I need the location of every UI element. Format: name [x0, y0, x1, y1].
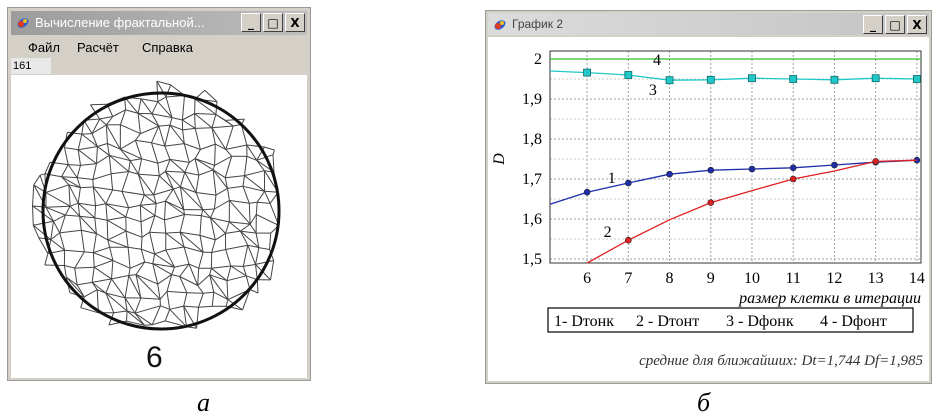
y-tick-label: 1,9 — [522, 91, 542, 108]
x-tick-label: 7 — [624, 270, 632, 287]
fractal-window-titlebar[interactable]: Вычисление фрактальной... _ □ X — [11, 11, 307, 35]
x-tick-label: 8 — [666, 270, 674, 287]
y-axis-label: D — [491, 153, 508, 166]
close-button[interactable]: X — [907, 15, 927, 34]
data-point — [584, 69, 591, 76]
series-annotation: 4 — [653, 52, 661, 69]
legend-entry: 3 - Dфонк — [726, 313, 794, 330]
data-point — [790, 176, 796, 182]
y-tick-label: 1,5 — [522, 251, 542, 268]
window-title: Вычисление фрактальной... — [35, 15, 205, 30]
data-point — [748, 75, 755, 82]
maximize-button[interactable]: □ — [263, 13, 283, 32]
legend-entry: 1- Dтонк — [554, 313, 614, 330]
legend-entry: 2 - Dтонт — [636, 313, 699, 330]
fractal-window: Вычисление фрактальной... _ □ X Файл Рас… — [7, 7, 311, 381]
legend-entry: 4 - Dфонт — [820, 313, 887, 330]
data-point — [831, 162, 837, 168]
window-title: График 2 — [512, 17, 563, 31]
y-tick-label: 1,7 — [522, 171, 542, 188]
menu-help[interactable]: Справка — [142, 40, 193, 55]
data-point — [625, 237, 631, 243]
menu-bar: Файл Расчёт Справка — [11, 37, 307, 57]
x-axis-label: размер клетки в итерации — [738, 290, 921, 307]
boundary-circle — [43, 93, 279, 329]
data-point — [625, 72, 632, 79]
data-point — [790, 165, 796, 171]
graph-window-titlebar[interactable]: График 2 _ □ X — [488, 13, 929, 35]
data-point — [708, 167, 714, 173]
minimize-button[interactable]: _ — [241, 13, 261, 32]
x-tick-label: 9 — [707, 270, 715, 287]
app-icon — [15, 15, 31, 31]
series-annotation: 3 — [649, 82, 657, 99]
x-tick-label: 14 — [909, 270, 925, 287]
x-tick-label: 10 — [744, 270, 760, 287]
cell-image: 6 — [11, 75, 307, 378]
data-point — [749, 166, 755, 172]
data-point — [625, 180, 631, 186]
count-field: 161 — [11, 58, 51, 74]
y-tick-label: 2 — [534, 51, 542, 68]
series-line-3 — [550, 71, 917, 80]
x-tick-label: 13 — [868, 270, 884, 287]
data-point — [872, 75, 879, 82]
caption-b: б — [697, 388, 710, 418]
image-canvas: 6 — [11, 75, 307, 378]
data-point — [708, 200, 714, 206]
x-tick-label: 6 — [583, 270, 591, 287]
maximize-button[interactable]: □ — [885, 15, 905, 34]
sample-label: 6 — [146, 341, 163, 374]
data-point — [790, 76, 797, 83]
series-line-1 — [550, 160, 917, 204]
y-tick-label: 1,6 — [522, 211, 542, 228]
close-button[interactable]: X — [285, 13, 305, 32]
x-tick-label: 11 — [786, 270, 801, 287]
data-point — [666, 77, 673, 84]
footer-averages: средние для ближайших: Dt=1,744 Df=1,985 — [639, 353, 923, 369]
y-tick-label: 1,8 — [522, 131, 542, 148]
data-point — [667, 171, 673, 177]
data-point — [584, 189, 590, 195]
legend: 1- Dтонк 2 - Dтонт 3 - Dфонк 4 - Dфонт — [548, 308, 913, 332]
menu-file[interactable]: Файл — [28, 40, 60, 55]
data-point — [831, 76, 838, 83]
menu-calc[interactable]: Расчёт — [77, 40, 119, 55]
app-icon — [492, 17, 508, 33]
minimize-button[interactable]: _ — [863, 15, 883, 34]
data-point — [913, 76, 920, 83]
data-point — [873, 158, 879, 164]
caption-a: а — [197, 388, 210, 418]
series-annotation: 2 — [604, 224, 612, 241]
x-tick-label: 12 — [826, 270, 842, 287]
series-annotation: 1 — [608, 170, 616, 187]
data-point — [707, 76, 714, 83]
